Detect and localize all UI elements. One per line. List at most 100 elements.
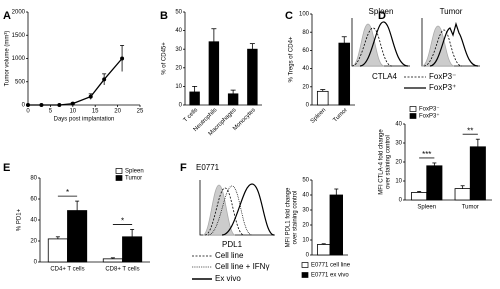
flow-x-label: PDL1 xyxy=(222,240,243,249)
significance-label: *** xyxy=(422,150,431,159)
x-tick-label: CD8+ T cells xyxy=(105,267,139,273)
flow-histogram xyxy=(204,187,245,236)
flow-histogram xyxy=(207,185,253,236)
x-tick-label: 15 xyxy=(92,109,99,115)
x-tick-label: 20 xyxy=(114,109,121,115)
flow-histogram xyxy=(221,183,275,236)
legend-label: E0771 cell line xyxy=(311,263,351,269)
y-tick-label: 50 xyxy=(175,10,182,16)
y-axis-label: % of CD45+ xyxy=(162,42,168,75)
bar xyxy=(329,194,344,256)
x-tick-label: CD4+ T cells xyxy=(50,267,84,273)
bar xyxy=(67,210,88,263)
y-tick-label: 40 xyxy=(175,28,182,34)
y-tick-label: 0 xyxy=(399,198,403,204)
y-tick-label: 20 xyxy=(175,65,182,71)
y-tick-label: 1000 xyxy=(12,56,26,62)
significance-label: * xyxy=(66,188,69,197)
y-tick-label: 1500 xyxy=(12,33,26,39)
y-tick-label: 80 xyxy=(30,176,37,182)
x-axis-label: Days post implantation xyxy=(54,117,115,123)
y-tick-label: 10 xyxy=(302,238,309,244)
flow-title: E0771 xyxy=(196,163,220,172)
y-tick-label: 20 xyxy=(302,84,309,90)
legend-swatch xyxy=(115,175,123,181)
y-tick-label: 20 xyxy=(302,223,309,229)
y-axis-label: % PD1+ xyxy=(17,208,23,231)
legend-label: Tumor xyxy=(125,176,142,182)
legend-swatch xyxy=(409,113,417,119)
flow-x-label: CTLA4 xyxy=(372,72,397,81)
panel-letter: B xyxy=(160,10,168,22)
flow-legend-label: Cell line xyxy=(215,251,244,260)
data-point xyxy=(102,77,107,82)
flow-histogram xyxy=(421,25,455,67)
data-point xyxy=(88,94,93,99)
data-point xyxy=(120,56,125,61)
bar xyxy=(227,93,239,106)
flow-legend-label: Ex vivo xyxy=(215,274,241,283)
y-tick-label: 30 xyxy=(395,141,402,147)
bar xyxy=(454,188,471,201)
panel-letter: F xyxy=(180,162,187,174)
x-tick-label: Spleen xyxy=(417,205,436,211)
y-tick-label: 60 xyxy=(302,48,309,54)
x-tick-label: Tumor xyxy=(462,205,479,211)
flow-histogram xyxy=(429,21,479,67)
bar xyxy=(469,146,486,201)
y-tick-label: 60 xyxy=(30,197,37,203)
bar xyxy=(208,41,220,106)
panel-letter: C xyxy=(285,10,293,22)
legend-label: FoxP3⁻ xyxy=(419,107,440,113)
bar xyxy=(102,258,123,263)
y-axis-label: Tumor volume (mm³) xyxy=(5,31,11,87)
legend-label: FoxP3⁺ xyxy=(419,113,440,120)
flow-histogram xyxy=(202,184,236,236)
bar xyxy=(189,91,200,106)
flow-histogram xyxy=(359,21,409,67)
y-tick-label: 40 xyxy=(302,193,309,199)
y-tick-label: 30 xyxy=(302,208,309,214)
flow-plot-f xyxy=(192,180,275,280)
y-axis-label: over staining control xyxy=(386,135,392,189)
x-tick-label: 5 xyxy=(49,109,53,115)
y-axis-label: MFI PDL1 fold change xyxy=(286,187,292,247)
panel-letter: E xyxy=(3,162,10,174)
legend-swatch xyxy=(115,168,123,174)
y-tick-label: 40 xyxy=(302,66,309,72)
data-point xyxy=(70,101,75,106)
y-tick-label: 20 xyxy=(30,239,37,245)
flow-axis xyxy=(199,180,275,236)
y-tick-label: 30 xyxy=(175,47,182,53)
legend-label: E0771 ex vivo xyxy=(311,273,349,279)
y-tick-label: 0 xyxy=(179,103,183,109)
bar xyxy=(47,238,68,263)
flow-title: Spleen xyxy=(369,7,394,16)
bar xyxy=(316,244,331,256)
y-tick-label: 0 xyxy=(306,103,310,109)
flow-legend-label: FoxP3⁺ xyxy=(429,83,456,92)
flow-title: Tumor xyxy=(440,7,463,16)
y-axis-label: over staining control xyxy=(293,191,299,245)
bar xyxy=(122,236,143,263)
panel-letter: D xyxy=(378,10,386,22)
flow-legend-label: Cell line + IFNγ xyxy=(215,262,269,271)
y-tick-label: 40 xyxy=(30,218,37,224)
flow-histogram xyxy=(351,27,393,67)
significance-label: ** xyxy=(467,126,473,135)
y-tick-label: 10 xyxy=(395,179,402,185)
flow-plots-d xyxy=(351,18,480,89)
y-axis-label: % Tregs of CD4+ xyxy=(289,36,295,82)
x-tick-label: 10 xyxy=(69,109,76,115)
y-tick-label: 100 xyxy=(299,12,310,18)
bar xyxy=(247,48,258,106)
legend-label: Spleen xyxy=(125,169,144,175)
x-tick-label: 0 xyxy=(26,109,30,115)
x-tick-label: 25 xyxy=(137,109,144,115)
bar xyxy=(411,191,428,201)
y-tick-label: 80 xyxy=(302,30,309,36)
significance-label: * xyxy=(121,217,124,226)
data-point xyxy=(39,103,44,107)
legend-swatch xyxy=(301,262,309,268)
data-point xyxy=(26,103,30,107)
